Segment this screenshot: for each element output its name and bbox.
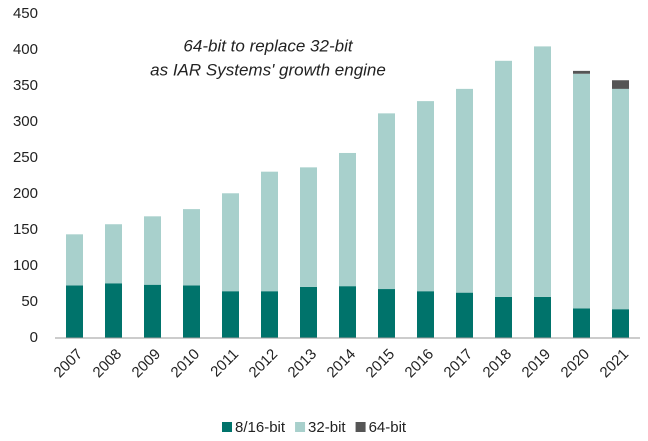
bar-segment — [222, 193, 239, 292]
bar-segment — [573, 73, 590, 309]
bar-segment — [144, 216, 161, 285]
y-tick-label: 50 — [21, 293, 38, 310]
bar-segment — [495, 296, 512, 338]
x-tick-label: 2021 — [597, 346, 633, 382]
bar-segment — [300, 286, 317, 338]
legend-label: 8/16-bit — [235, 419, 286, 436]
bar-segment — [183, 209, 200, 286]
bar-segment — [495, 60, 512, 297]
legend-label: 32-bit — [308, 419, 346, 436]
bar-segment — [612, 309, 629, 338]
bar-segment — [534, 296, 551, 338]
bar-segment — [417, 101, 434, 292]
x-tick-label: 2017 — [441, 346, 477, 382]
x-tick-label: 2013 — [285, 346, 321, 382]
x-tick-label: 2011 — [207, 346, 242, 381]
legend-swatch — [355, 422, 366, 432]
y-tick-label: 400 — [13, 41, 38, 58]
annotation: as IAR Systems' growth engine — [150, 60, 386, 79]
x-tick-label: 2020 — [558, 346, 594, 382]
x-tick-label: 2014 — [324, 346, 360, 382]
bar-segment — [66, 234, 83, 286]
bar-segment — [612, 80, 629, 89]
y-tick-label: 300 — [13, 113, 38, 130]
bar-segment — [417, 291, 434, 338]
x-tick-label: 2018 — [480, 346, 516, 382]
y-tick-label: 100 — [13, 257, 38, 274]
x-tick-label: 2012 — [246, 346, 282, 382]
y-tick-label: 450 — [13, 5, 38, 22]
y-tick-label: 0 — [30, 329, 38, 346]
bar-segment — [456, 88, 473, 293]
annotation: 64-bit to replace 32-bit — [183, 36, 353, 55]
x-tick-label: 2019 — [519, 346, 555, 382]
x-tick-label: 2010 — [168, 346, 204, 382]
bar-segment — [261, 171, 278, 292]
legend-swatch — [295, 422, 306, 432]
bar-segment — [573, 70, 590, 74]
x-tick-label: 2009 — [129, 346, 165, 382]
y-tick-label: 200 — [13, 185, 38, 202]
bar-segment — [378, 113, 395, 290]
bar-segment — [66, 285, 83, 338]
bar-segment — [105, 283, 122, 338]
x-tick-label: 2007 — [51, 346, 87, 382]
bar-segment — [222, 291, 239, 338]
y-tick-label: 150 — [13, 221, 38, 238]
x-tick-label: 2015 — [363, 346, 399, 382]
bar-segment — [378, 289, 395, 338]
y-tick-label: 350 — [13, 77, 38, 94]
bar-segment — [339, 152, 356, 287]
bar-segment — [456, 292, 473, 338]
bar-segment — [183, 285, 200, 338]
bar-segment — [612, 88, 629, 310]
bar-segment — [573, 308, 590, 338]
y-tick-label: 250 — [13, 149, 38, 166]
x-tick-label: 2016 — [402, 346, 438, 382]
legend-label: 64-bit — [369, 419, 407, 436]
bar-segment — [339, 286, 356, 338]
bar-segment — [534, 46, 551, 297]
x-tick-label: 2008 — [90, 346, 126, 382]
bar-segment — [300, 167, 317, 287]
bar-segment — [261, 291, 278, 338]
legend-swatch — [222, 422, 232, 432]
bar-segment — [105, 224, 122, 284]
bar-segment — [144, 284, 161, 338]
